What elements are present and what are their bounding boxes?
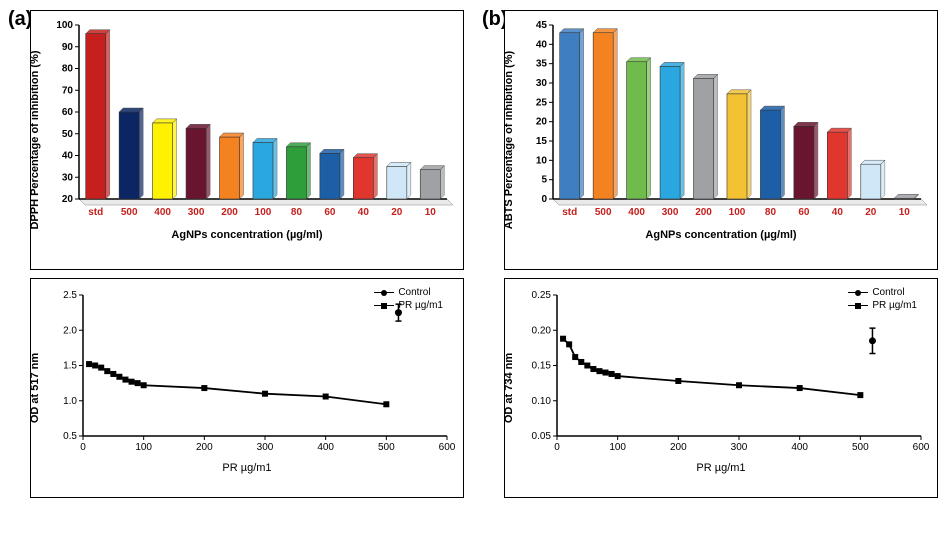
panel-b: (b) ABTS Percentage of inhibition (%) 05… bbox=[484, 10, 938, 498]
svg-text:0: 0 bbox=[541, 194, 547, 205]
svg-text:80: 80 bbox=[62, 64, 74, 75]
svg-text:25: 25 bbox=[536, 97, 548, 108]
panel-b-legend: Control PR µg/m1 bbox=[848, 287, 917, 313]
panel-a-bar-svg: 20 30 40 50 60 70 80 90 100 std 500 400 300 200 100 80 6… bbox=[37, 17, 457, 227]
svg-text:0.5: 0.5 bbox=[63, 431, 77, 442]
svg-text:600: 600 bbox=[439, 442, 456, 453]
svg-text:300: 300 bbox=[731, 442, 748, 453]
panel-a-legend: Control PR µg/m1 bbox=[374, 287, 443, 313]
square-marker-icon bbox=[848, 302, 868, 310]
svg-text:1.5: 1.5 bbox=[63, 361, 77, 372]
svg-text:45: 45 bbox=[536, 20, 548, 31]
svg-text:400: 400 bbox=[154, 207, 171, 218]
legend-control-row: Control bbox=[848, 287, 917, 298]
svg-text:0: 0 bbox=[554, 442, 560, 453]
panel-b-bar-xlabel: AgNPs concentration (µg/ml) bbox=[511, 229, 931, 241]
svg-text:400: 400 bbox=[628, 207, 645, 218]
svg-text:20: 20 bbox=[62, 194, 74, 205]
svg-text:15: 15 bbox=[536, 136, 548, 147]
svg-text:std: std bbox=[562, 207, 577, 218]
svg-text:200: 200 bbox=[196, 442, 213, 453]
legend-control-label: Control bbox=[398, 287, 430, 298]
svg-text:10: 10 bbox=[425, 207, 437, 218]
legend-pr-label: PR µg/m1 bbox=[398, 300, 443, 311]
svg-text:100: 100 bbox=[729, 207, 746, 218]
panel-b-bar-ylabel: ABTS Percentage of inhibition (%) bbox=[503, 51, 515, 229]
panel-b-line-ylabel: OD at 734 nm bbox=[503, 353, 515, 423]
panel-a-line-xlabel: PR µg/m1 bbox=[37, 462, 457, 474]
legend-control-row: Control bbox=[374, 287, 443, 298]
panel-a: (a) DPPH Percentage of inhibition (%) 20… bbox=[10, 10, 464, 498]
svg-text:0.20: 0.20 bbox=[532, 325, 552, 336]
panel-a-bar-ylabel: DPPH Percentage of inhibition (%) bbox=[29, 50, 41, 229]
svg-text:100: 100 bbox=[56, 20, 73, 31]
legend-pr-row: PR µg/m1 bbox=[848, 300, 917, 311]
panel-a-line-ylabel: OD at 517 nm bbox=[29, 353, 41, 423]
svg-text:500: 500 bbox=[595, 207, 612, 218]
svg-text:90: 90 bbox=[62, 42, 74, 53]
svg-text:100: 100 bbox=[255, 207, 272, 218]
panel-b-line-chart: Control PR µg/m1 OD at 734 nm 0.05 0.10 0.… bbox=[504, 278, 938, 498]
svg-text:600: 600 bbox=[913, 442, 930, 453]
svg-text:500: 500 bbox=[852, 442, 869, 453]
svg-text:50: 50 bbox=[62, 129, 74, 140]
svg-text:20: 20 bbox=[865, 207, 877, 218]
svg-text:0.25: 0.25 bbox=[532, 290, 552, 301]
svg-text:0.15: 0.15 bbox=[532, 361, 552, 372]
svg-text:2.5: 2.5 bbox=[63, 290, 77, 301]
svg-text:500: 500 bbox=[121, 207, 138, 218]
svg-text:60: 60 bbox=[798, 207, 810, 218]
svg-text:2.0: 2.0 bbox=[63, 325, 77, 336]
svg-text:300: 300 bbox=[257, 442, 274, 453]
panel-b-bar-svg: 0 5 10 15 20 25 30 35 40 45 std 500 400 300 200 100 80 60… bbox=[511, 17, 931, 227]
legend-control-label: Control bbox=[872, 287, 904, 298]
svg-text:400: 400 bbox=[791, 442, 808, 453]
panel-a-label: (a) bbox=[8, 8, 32, 31]
svg-text:100: 100 bbox=[609, 442, 626, 453]
svg-text:1.0: 1.0 bbox=[63, 396, 77, 407]
svg-text:40: 40 bbox=[62, 151, 74, 162]
svg-text:60: 60 bbox=[324, 207, 336, 218]
square-marker-icon bbox=[374, 302, 394, 310]
svg-text:40: 40 bbox=[358, 207, 370, 218]
svg-text:5: 5 bbox=[541, 175, 547, 186]
svg-text:0: 0 bbox=[80, 442, 86, 453]
svg-text:500: 500 bbox=[378, 442, 395, 453]
panel-b-bar-chart: ABTS Percentage of inhibition (%) 0 5 10 15… bbox=[504, 10, 938, 270]
figure-container: (a) DPPH Percentage of inhibition (%) 20… bbox=[10, 10, 935, 498]
svg-text:80: 80 bbox=[765, 207, 777, 218]
panel-b-line-xlabel: PR µg/m1 bbox=[511, 462, 931, 474]
panel-a-bar-chart: DPPH Percentage of inhibition (%) 20 30 40… bbox=[30, 10, 464, 270]
svg-text:300: 300 bbox=[662, 207, 679, 218]
panel-a-bar-xlabel: AgNPs concentration (µg/ml) bbox=[37, 229, 457, 241]
svg-text:70: 70 bbox=[62, 85, 74, 96]
svg-text:200: 200 bbox=[695, 207, 712, 218]
svg-text:100: 100 bbox=[135, 442, 152, 453]
svg-text:30: 30 bbox=[536, 78, 548, 89]
svg-text:std: std bbox=[88, 207, 103, 218]
svg-text:300: 300 bbox=[188, 207, 205, 218]
circle-marker-icon bbox=[374, 289, 394, 297]
legend-pr-label: PR µg/m1 bbox=[872, 300, 917, 311]
panel-a-line-chart: Control PR µg/m1 OD at 517 nm 0.5 1.0 1.5 2… bbox=[30, 278, 464, 498]
svg-text:200: 200 bbox=[221, 207, 238, 218]
svg-text:200: 200 bbox=[670, 442, 687, 453]
svg-text:40: 40 bbox=[536, 39, 548, 50]
svg-text:30: 30 bbox=[62, 172, 74, 183]
svg-text:0.10: 0.10 bbox=[532, 396, 552, 407]
svg-text:10: 10 bbox=[899, 207, 911, 218]
svg-text:20: 20 bbox=[391, 207, 403, 218]
svg-text:10: 10 bbox=[536, 155, 548, 166]
svg-text:35: 35 bbox=[536, 59, 548, 70]
svg-text:40: 40 bbox=[832, 207, 844, 218]
svg-text:0.05: 0.05 bbox=[532, 431, 552, 442]
circle-marker-icon bbox=[848, 289, 868, 297]
svg-text:20: 20 bbox=[536, 117, 548, 128]
legend-pr-row: PR µg/m1 bbox=[374, 300, 443, 311]
svg-text:400: 400 bbox=[317, 442, 334, 453]
svg-text:60: 60 bbox=[62, 107, 74, 118]
svg-text:80: 80 bbox=[291, 207, 303, 218]
